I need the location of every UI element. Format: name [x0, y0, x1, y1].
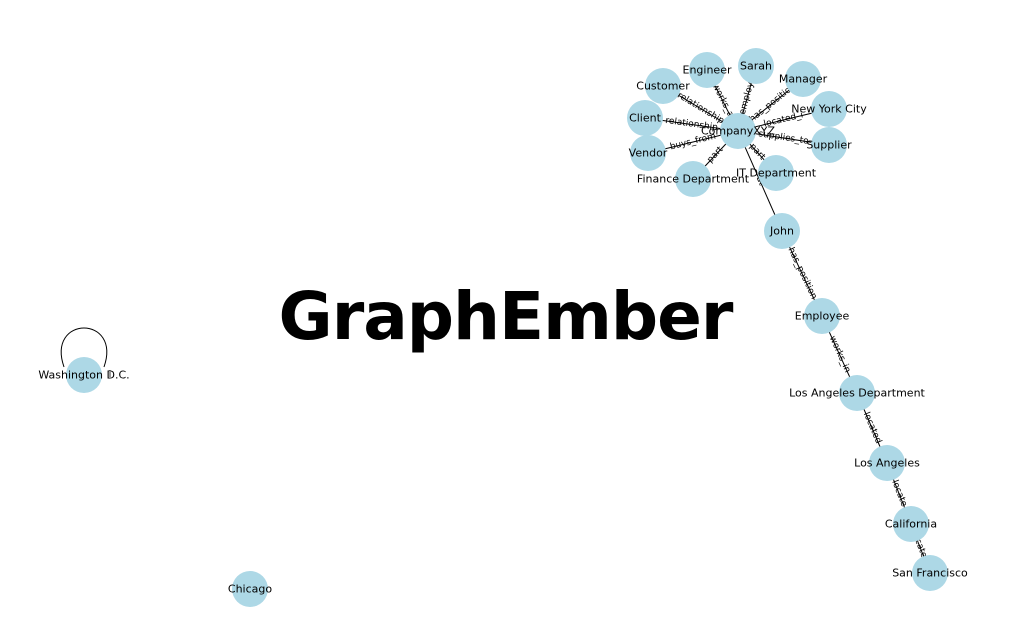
node-circle[interactable]	[645, 68, 681, 104]
node-label: San Francisco	[892, 567, 968, 580]
node-label: CompanyXYZ	[701, 125, 776, 138]
node-circle[interactable]	[893, 506, 929, 542]
edge-label: locate	[889, 479, 909, 509]
edge-line	[60, 327, 108, 368]
node-circle[interactable]	[758, 155, 794, 191]
node-los-angeles[interactable]: Los Angeles	[854, 445, 920, 481]
node-circle[interactable]	[627, 100, 663, 136]
node-label: Engineer	[683, 64, 732, 77]
nodes-layer: CompanyXYZ Engineer Sarah Manager Customer Ne…	[38, 48, 968, 607]
node-sarah[interactable]: Sarah	[738, 48, 774, 84]
node-label: Manager	[779, 73, 828, 86]
node-circle[interactable]	[232, 571, 268, 607]
edge-label: works_in	[827, 335, 852, 375]
node-chicago[interactable]: Chicago	[228, 571, 272, 607]
node-label: Chicago	[228, 583, 272, 596]
node-circle[interactable]	[869, 445, 905, 481]
node-california[interactable]: California	[885, 506, 937, 542]
node-washington-dc[interactable]: Washington D.C.	[38, 357, 130, 393]
node-los-angeles-department[interactable]: Los Angeles Department	[789, 375, 926, 411]
node-companyxyz[interactable]: CompanyXYZ	[701, 113, 776, 149]
node-engineer[interactable]: Engineer	[683, 52, 732, 88]
node-label: Finance Department	[637, 173, 750, 186]
node-label: New York City	[791, 103, 867, 116]
node-circle[interactable]	[720, 113, 756, 149]
node-label: Client	[629, 112, 662, 125]
node-circle[interactable]	[738, 48, 774, 84]
edge-label: located	[861, 411, 883, 446]
node-it-department[interactable]: IT Department	[736, 155, 817, 191]
node-circle[interactable]	[811, 91, 847, 127]
node-circle[interactable]	[689, 52, 725, 88]
node-circle[interactable]	[912, 555, 948, 591]
node-label: Employee	[795, 310, 850, 323]
node-circle[interactable]	[839, 375, 875, 411]
node-new-york-city[interactable]: New York City	[791, 91, 867, 127]
node-label: IT Department	[736, 167, 817, 180]
node-label: Vendor	[629, 147, 668, 160]
node-circle[interactable]	[804, 298, 840, 334]
node-circle[interactable]	[675, 161, 711, 197]
node-customer[interactable]: Customer	[636, 68, 690, 104]
node-finance-department[interactable]: Finance Department	[637, 161, 750, 197]
node-client[interactable]: Client	[627, 100, 663, 136]
edge-washington-dc-washington-dc: i	[60, 327, 112, 380]
node-circle[interactable]	[764, 213, 800, 249]
node-vendor[interactable]: Vendor	[629, 135, 668, 171]
node-label: Customer	[636, 80, 690, 93]
node-circle[interactable]	[66, 357, 102, 393]
node-manager[interactable]: Manager	[779, 61, 828, 97]
node-circle[interactable]	[811, 127, 847, 163]
node-label: Washington D.C.	[38, 369, 129, 382]
node-employee[interactable]: Employee	[795, 298, 850, 334]
node-label: Los Angeles	[854, 457, 920, 470]
node-john[interactable]: John	[764, 213, 800, 249]
node-label: Los Angeles Department	[789, 387, 925, 400]
node-label: Sarah	[740, 60, 772, 73]
node-label: John	[769, 225, 794, 238]
edge-label: has_position	[786, 246, 819, 301]
node-circle[interactable]	[630, 135, 666, 171]
node-san-francisco[interactable]: San Francisco	[892, 555, 968, 591]
edge-label: i	[109, 370, 112, 380]
node-circle[interactable]	[785, 61, 821, 97]
node-label: California	[885, 518, 937, 531]
node-supplier[interactable]: Supplier	[806, 127, 852, 163]
node-label: Supplier	[806, 139, 852, 152]
edge-label: employ	[738, 80, 757, 115]
